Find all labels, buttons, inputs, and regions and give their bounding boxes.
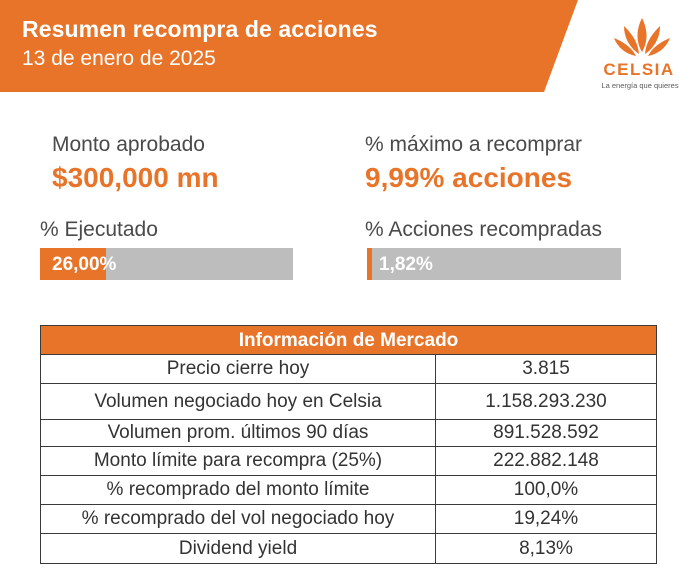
banner-shape <box>0 0 578 92</box>
row-value: 222.882.148 <box>493 450 599 471</box>
repurchased-shares-label: % Acciones recompradas <box>365 218 602 241</box>
row-value: 8,13% <box>519 537 573 559</box>
row-value: 1.158.293.230 <box>485 390 607 412</box>
row-value: 891.528.592 <box>493 422 599 443</box>
max-repurchase-value: 9,99% acciones <box>365 162 573 193</box>
table-row: Monto límite para recompra (25%) 222.882… <box>41 447 656 476</box>
row-label: Monto límite para recompra (25%) <box>41 447 436 475</box>
table-row: Precio cierre hoy 3.815 <box>41 355 656 384</box>
page-title: Resumen recompra de acciones <box>22 16 378 42</box>
row-label: Volumen prom. últimos 90 días <box>41 420 436 446</box>
row-label: % recomprado del vol negociado hoy <box>41 505 436 533</box>
executed-progress-bar: 26,00% <box>40 248 293 280</box>
repurchased-progress-bar: 1,82% <box>367 248 621 280</box>
row-label: Volumen negociado hoy en Celsia <box>41 384 436 419</box>
table-row: Volumen prom. últimos 90 días 891.528.59… <box>41 420 656 447</box>
executed-progress-text: 26,00% <box>52 254 117 275</box>
repurchased-progress-fill <box>367 248 372 280</box>
row-label: % recomprado del monto límite <box>41 476 436 504</box>
brand-tagline: La energía que quieres <box>601 81 679 90</box>
max-repurchase-label: % máximo a recomprar <box>365 133 583 156</box>
brand-name: CELSIA <box>603 60 675 79</box>
flame-rays-icon <box>614 18 670 56</box>
approved-amount-value: $300,000 mn <box>52 162 219 193</box>
table-row: Volumen negociado hoy en Celsia 1.158.29… <box>41 384 656 420</box>
table-row: % recomprado del monto límite 100,0% <box>41 476 656 505</box>
page-date: 13 de enero de 2025 <box>22 47 216 70</box>
market-info-table: Información de Mercado Precio cierre hoy… <box>40 325 657 564</box>
approved-amount-label: Monto aprobado <box>52 133 205 156</box>
row-value: 3.815 <box>522 358 570 379</box>
table-row: Dividend yield 8,13% <box>41 534 656 563</box>
repurchased-progress-text: 1,82% <box>379 254 433 275</box>
row-label: Precio cierre hoy <box>41 355 436 383</box>
row-label: Dividend yield <box>41 534 436 563</box>
row-value: 19,24% <box>513 508 579 529</box>
market-table-title: Información de Mercado <box>41 326 656 355</box>
header-banner: Resumen recompra de acciones 13 de enero… <box>0 0 700 92</box>
executed-progress-fill <box>40 248 106 280</box>
row-value: 100,0% <box>513 479 579 500</box>
executed-label: % Ejecutado <box>40 218 158 241</box>
table-row: % recomprado del vol negociado hoy 19,24… <box>41 505 656 534</box>
